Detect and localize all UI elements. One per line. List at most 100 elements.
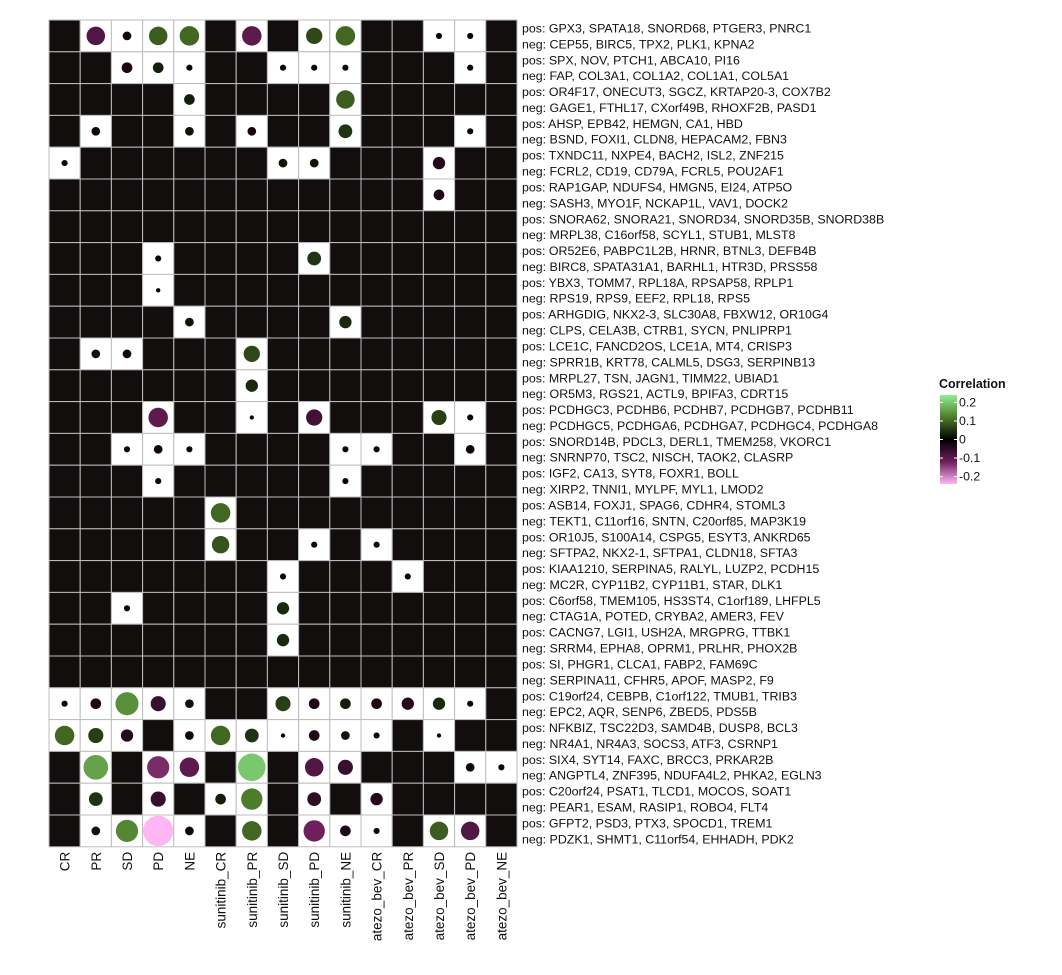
heatmap-cell (360, 146, 393, 180)
heatmap-cell (235, 496, 268, 530)
column-label: atezo_bev_SD (432, 852, 447, 941)
heatmap-cell (142, 719, 175, 752)
correlation-dot (431, 409, 447, 426)
heatmap-cell (142, 591, 175, 625)
correlation-dot (179, 757, 200, 778)
heatmap-cell (142, 178, 175, 212)
heatmap-cell (235, 242, 268, 275)
heatmap-cell (360, 305, 393, 339)
heatmap-cell (329, 178, 362, 212)
heatmap-cell (422, 655, 456, 689)
heatmap-cell (422, 51, 456, 85)
heatmap-cell (173, 496, 206, 530)
heatmap-cell (360, 496, 393, 530)
heatmap-cell (329, 591, 362, 625)
correlation-dot (152, 62, 164, 74)
heatmap-cell (266, 401, 300, 434)
heatmap-cell (142, 305, 175, 339)
heatmap-cell (142, 496, 175, 530)
row-label-pos: pos: YBX3, TOMM7, RPL18A, RPSAP58, RPLP1 (522, 276, 793, 290)
correlation-dot (184, 94, 195, 105)
column-label: atezo_bev_CR (370, 852, 385, 942)
heatmap-cell (142, 528, 175, 562)
correlation-dot (88, 727, 104, 744)
heatmap-cell (79, 432, 112, 466)
correlation-dot (404, 573, 411, 580)
heatmap-cell (422, 782, 456, 816)
heatmap-cell (391, 623, 424, 657)
heatmap-cell (422, 305, 456, 339)
heatmap-cell (360, 369, 393, 403)
heatmap-cell (266, 305, 300, 339)
correlation-dot (304, 758, 324, 777)
heatmap-cell (142, 623, 175, 657)
heatmap-cell (391, 496, 424, 530)
heatmap-cell (48, 114, 81, 148)
correlation-dot (373, 827, 380, 834)
heatmap-cell (173, 623, 206, 657)
heatmap-cell (48, 782, 81, 816)
correlation-dot (339, 315, 352, 329)
heatmap-cell (360, 464, 393, 498)
heatmap-cell (298, 305, 331, 339)
heatmap-cell (235, 591, 268, 625)
heatmap-cell (110, 273, 144, 307)
heatmap-cell (110, 114, 144, 148)
heatmap-cell (329, 146, 362, 180)
correlation-dot (121, 62, 133, 74)
heatmap-cell (204, 337, 237, 371)
row-label-pos: pos: SPX, NOV, PTCH1, ABCA10, PI16 (522, 53, 740, 67)
row-label-neg: neg: PDZK1, SHMT1, C11orf54, EHHADH, PDK… (522, 832, 794, 846)
heatmap-cell (235, 178, 268, 212)
heatmap-cell (391, 750, 424, 784)
row-label-pos: pos: C19orf24, CEBPB, C1orf122, TMUB1, T… (522, 689, 797, 703)
heatmap-cell (391, 432, 424, 466)
heatmap-cell (79, 655, 112, 689)
correlation-dot (153, 444, 163, 454)
correlation-dot (465, 444, 475, 454)
correlation-dot (308, 730, 320, 741)
row-label-neg: neg: NR4A1, NR4A3, SOCS3, ATF3, CSRNP1 (522, 737, 778, 751)
column-label: sunitinib_PD (307, 852, 322, 928)
legend-colorbar (940, 395, 957, 484)
column-label: PR (89, 852, 104, 871)
legend-tick-label: -0.2 (959, 470, 980, 484)
correlation-dot (150, 696, 166, 712)
heatmap-cell (360, 591, 393, 625)
correlation-dot (276, 602, 290, 615)
correlation-dot (122, 31, 132, 41)
heatmap-cell (298, 178, 331, 212)
heatmap-cell (360, 623, 393, 657)
heatmap-cell (266, 464, 300, 498)
heatmap-cell (391, 178, 424, 212)
row-label-neg: neg: SFTPA2, NKX2-1, SFTPA1, CLDN18, SFT… (522, 546, 798, 560)
heatmap-cell (79, 401, 112, 434)
correlation-dot (210, 725, 231, 746)
correlation-dot (467, 700, 474, 707)
heatmap-cell (485, 83, 518, 116)
heatmap-cell (48, 178, 81, 212)
heatmap-cell (454, 560, 487, 593)
correlation-dot (91, 349, 101, 359)
heatmap-cell (204, 19, 237, 53)
heatmap-cell (204, 210, 237, 244)
heatmap-cell (298, 337, 331, 371)
heatmap-cell (79, 178, 112, 212)
heatmap-cell (360, 178, 393, 212)
heatmap-cell (204, 273, 237, 307)
row-labels: pos: GPX3, SPATA18, SNORD68, PTGER3, PNR… (522, 22, 884, 847)
heatmap-cell (266, 178, 300, 212)
row-label-neg: neg: SNRNP70, TSC2, NISCH, TAOK2, CLASRP (522, 451, 793, 465)
heatmap-cell (79, 369, 112, 403)
heatmap-cell (173, 591, 206, 625)
correlation-dot (86, 26, 106, 46)
correlation-dot (156, 288, 161, 293)
heatmap-cell (110, 560, 144, 593)
heatmap-cell (329, 560, 362, 593)
correlation-dot (185, 126, 194, 136)
heatmap-cell (48, 242, 81, 275)
row-label-neg: neg: SRRM4, EPHA8, OPRM1, PRLHR, PHOX2B (522, 642, 797, 656)
heatmap-cell (79, 305, 112, 339)
correlation-dot (498, 764, 505, 771)
row-label-pos: pos: GPX3, SPATA18, SNORD68, PTGER3, PNR… (522, 22, 811, 36)
